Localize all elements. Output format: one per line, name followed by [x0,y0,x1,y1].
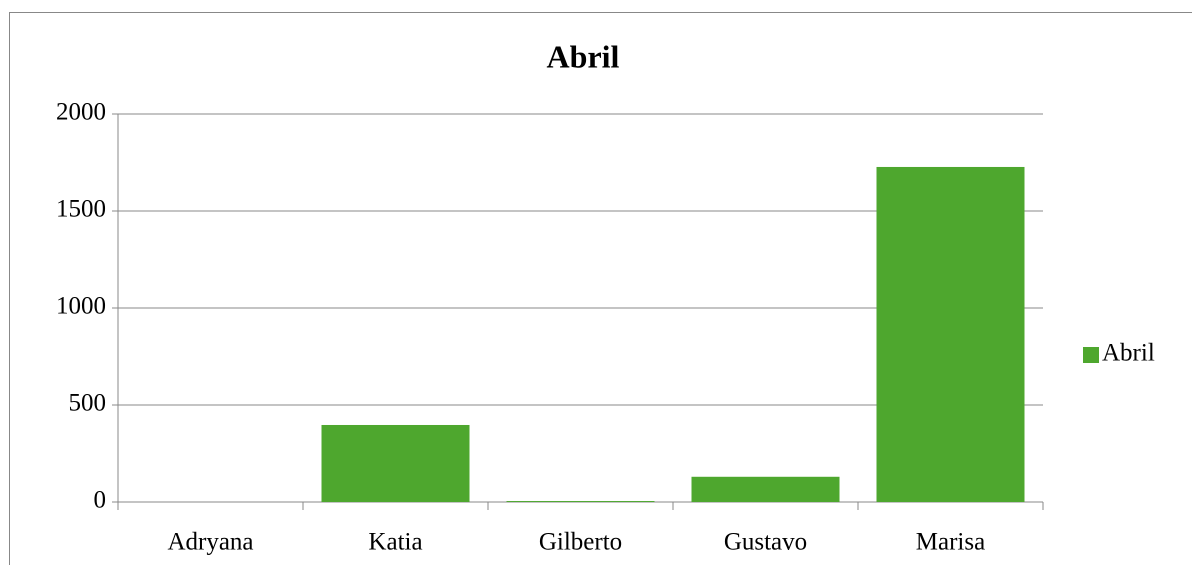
legend-swatch [1083,347,1099,363]
x-tick-label: Katia [368,529,422,556]
x-tick-label: Adryana [167,529,253,556]
y-tick-label: 500 [69,390,107,417]
x-tick-label: Gilberto [539,529,622,556]
y-tick-label: 2000 [56,99,106,126]
bar [506,501,655,502]
bar [321,424,470,502]
legend-label: Abril [1102,340,1155,367]
y-tick-label: 0 [94,487,107,514]
bar [691,476,840,502]
y-tick-label: 1000 [56,293,106,320]
chart-title: Abril [547,38,620,74]
y-tick-label: 1500 [56,196,106,223]
x-tick-label: Gustavo [724,529,807,556]
x-tick-label: Marisa [916,529,985,556]
bar [876,166,1025,502]
